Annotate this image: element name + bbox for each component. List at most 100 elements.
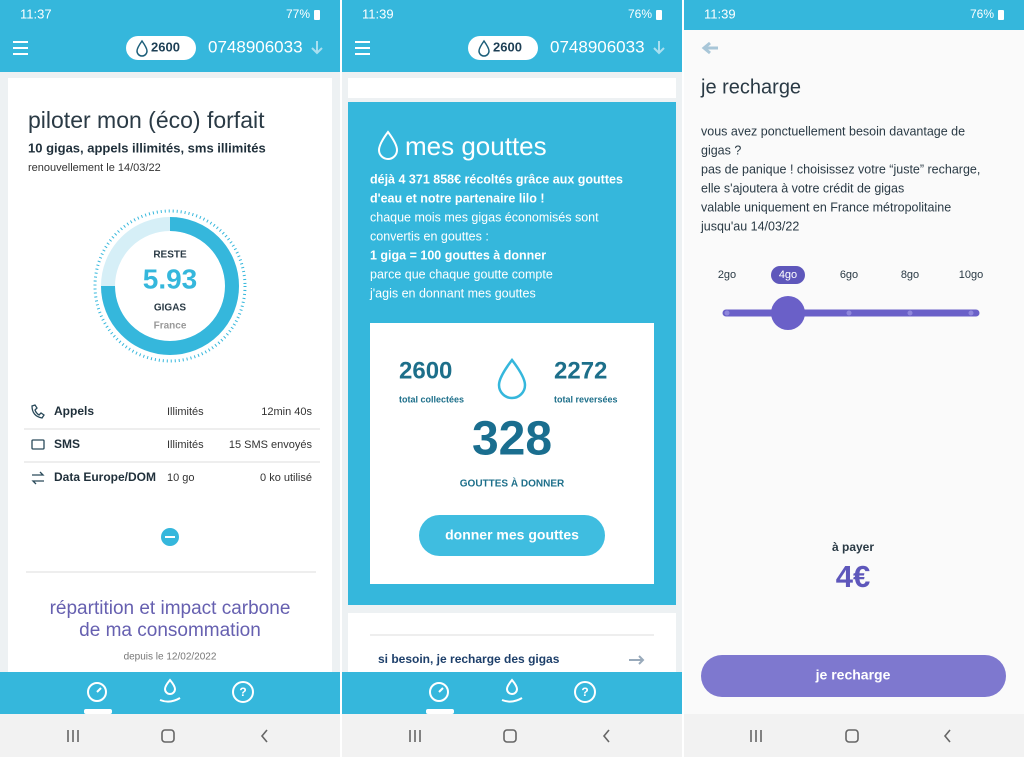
phone-icon [31, 404, 45, 419]
drops-count: 2600 [493, 39, 522, 54]
renewal-date: renouvellement le 14/03/22 [28, 162, 161, 174]
battery-icon [998, 10, 1004, 20]
phone-number: 0748906033 [550, 37, 645, 56]
since-date: depuis le 12/02/2022 [124, 652, 217, 663]
gauge-unit: GIGAS [154, 303, 187, 314]
collected-label: total collectées [399, 394, 464, 404]
usage-type: Data Europe/DOM [54, 470, 156, 484]
menu-icon[interactable] [13, 41, 28, 55]
back-nav[interactable] [260, 729, 268, 743]
card [348, 613, 676, 672]
price-label: à payer [832, 540, 874, 554]
status-battery: 76% [628, 7, 652, 21]
drops-text: chaque mois mes gigas économisés sont [370, 210, 599, 224]
gauge-arc [101, 217, 239, 355]
collected-value: 2600 [399, 357, 452, 384]
drops-text: d'eau et notre partenaire lilo ! [370, 191, 545, 205]
recharge-text: gigas ? [701, 143, 741, 157]
status-time: 11:37 [20, 6, 52, 21]
drops-text: déjà 4 371 858€ récoltés grâce aux goutt… [370, 172, 623, 186]
download-icon[interactable] [311, 41, 323, 55]
download-icon[interactable] [653, 41, 665, 55]
slider-thumb[interactable] [771, 296, 805, 330]
back-button[interactable] [701, 41, 718, 55]
drop-icon [377, 130, 399, 160]
help-glyph: ? [581, 685, 588, 699]
nav-drops[interactable] [159, 678, 181, 703]
recharge-option[interactable]: 2go [718, 269, 736, 281]
drops-text: 1 giga = 100 gouttes à donner [370, 248, 546, 262]
status-battery: 76% [970, 7, 994, 21]
recharge-option[interactable]: 10go [959, 269, 983, 281]
recharge-text: pas de panique ! choisissez votre “juste… [701, 162, 980, 176]
sms-icon [31, 439, 45, 450]
android-nav [342, 714, 682, 757]
gauge-label: RESTE [153, 250, 187, 261]
usage-consumed: 15 SMS envoyés [229, 439, 313, 451]
back-nav[interactable] [602, 729, 610, 743]
usage-allowance: Illimités [167, 406, 204, 418]
card [8, 78, 332, 672]
recharge-text: jusqu'au 14/03/22 [700, 219, 799, 233]
home-button[interactable] [503, 729, 517, 743]
nav-help[interactable] [232, 681, 254, 703]
recent-apps[interactable] [409, 730, 421, 742]
nav-help[interactable] [574, 681, 596, 703]
home-button[interactable] [845, 729, 859, 743]
give-button[interactable] [419, 515, 605, 556]
screen-bg [684, 0, 1024, 757]
usage-allowance: Illimités [167, 439, 204, 451]
usage-type: Appels [54, 404, 94, 418]
plan-title: piloter mon (éco) forfait [28, 107, 265, 133]
slider-stop [846, 310, 852, 316]
recharge-button[interactable] [701, 655, 1006, 697]
drops-text: parce que chaque goutte compte [370, 267, 553, 281]
recharge-option[interactable]: 8go [901, 269, 919, 281]
usage-type: SMS [54, 437, 80, 451]
plan-summary: 10 gigas, appels illimités, sms illimité… [28, 140, 266, 155]
recharge-text: elle s'ajoutera à votre crédit de gigas [701, 181, 904, 195]
data-icon [31, 471, 45, 485]
slider-stop [968, 310, 974, 316]
drops-text: j'agis en donnant mes gouttes [369, 286, 536, 300]
status-bar [684, 0, 1024, 30]
drops-title: mes gouttes [405, 131, 547, 161]
drop-icon [136, 39, 148, 57]
nav-dashboard[interactable] [87, 682, 107, 702]
give-button-label: donner mes gouttes [445, 527, 579, 543]
recharge-text: valable uniquement en France métropolita… [701, 200, 951, 214]
nav-indicator [84, 709, 112, 714]
android-nav [0, 714, 340, 757]
usage-consumed: 0 ko utilisé [260, 472, 312, 484]
drops-count: 2600 [151, 39, 180, 54]
nav-dashboard[interactable] [429, 682, 449, 702]
usage-allowance: 10 go [167, 472, 195, 484]
recharge-option[interactable]: 4go [779, 269, 797, 281]
status-time: 11:39 [362, 6, 394, 21]
battery-icon [314, 10, 320, 20]
gauge-zone: France [154, 321, 187, 332]
recent-apps[interactable] [67, 730, 79, 742]
status-time: 11:39 [704, 6, 736, 21]
recharge-link[interactable]: si besoin, je recharge des gigas [378, 652, 560, 666]
given-label: total reversées [554, 394, 618, 404]
gauge-dots [93, 209, 247, 363]
recharge-text: vous avez ponctuellement besoin davantag… [701, 124, 965, 138]
gauge-value: 5.93 [143, 263, 198, 294]
home-button[interactable] [161, 729, 175, 743]
arrow-icon[interactable] [629, 655, 645, 665]
to-give-label: GOUTTES À DONNER [460, 477, 565, 490]
card-top [348, 78, 676, 98]
section-title: répartition et impact carbone [50, 598, 291, 619]
section-title: de ma consommation [79, 620, 261, 641]
nav-drops[interactable] [501, 678, 523, 703]
battery-icon [656, 10, 662, 20]
price-value: 4€ [836, 559, 870, 594]
back-nav[interactable] [943, 729, 951, 743]
recent-apps[interactable] [750, 730, 762, 742]
menu-icon[interactable] [355, 41, 370, 55]
recharge-option[interactable]: 6go [840, 269, 858, 281]
status-battery: 77% [286, 7, 310, 21]
